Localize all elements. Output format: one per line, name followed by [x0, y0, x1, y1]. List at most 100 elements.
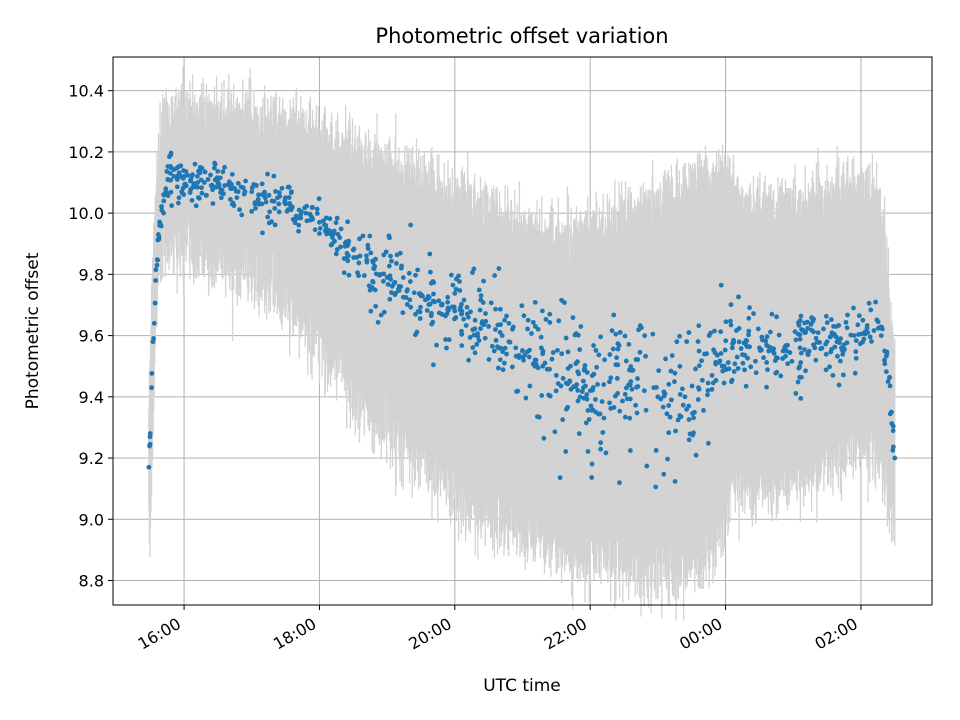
data-point: [887, 374, 893, 380]
data-point: [178, 163, 184, 169]
data-point: [767, 329, 773, 335]
data-point: [717, 358, 723, 364]
data-point: [461, 297, 467, 303]
data-point: [406, 270, 412, 276]
data-point: [785, 361, 791, 367]
data-point: [226, 179, 232, 185]
data-point: [636, 327, 641, 333]
data-point: [691, 430, 696, 436]
data-point: [838, 336, 844, 342]
data-point: [851, 333, 857, 338]
data-point: [696, 348, 702, 354]
data-point: [653, 484, 659, 490]
data-point: [557, 475, 563, 481]
data-point: [633, 357, 639, 362]
data-point: [346, 272, 352, 278]
data-point: [547, 366, 552, 372]
data-point: [793, 337, 799, 343]
data-point: [602, 357, 607, 363]
data-point: [738, 346, 744, 351]
data-point: [500, 349, 506, 355]
data-point: [811, 342, 816, 348]
data-point: [506, 339, 512, 345]
data-point: [795, 331, 801, 337]
data-point: [867, 334, 873, 340]
data-point: [276, 209, 282, 215]
data-point: [208, 172, 213, 178]
data-point: [205, 177, 211, 182]
data-point: [827, 334, 833, 340]
data-point: [364, 253, 369, 259]
data-point: [165, 177, 171, 182]
data-point: [330, 232, 336, 237]
data-point: [666, 430, 672, 436]
data-point: [231, 203, 237, 208]
data-point: [259, 201, 265, 207]
data-point: [585, 408, 591, 413]
y-tick-label: 9.0: [79, 510, 104, 529]
data-point: [532, 323, 538, 329]
data-point: [653, 448, 659, 453]
data-point: [174, 165, 180, 171]
data-point: [546, 392, 552, 398]
data-point: [357, 236, 362, 242]
data-point: [504, 313, 509, 319]
data-point: [286, 195, 292, 200]
data-point: [496, 345, 501, 351]
data-point: [672, 379, 677, 385]
data-point: [360, 233, 366, 239]
data-point: [256, 192, 261, 198]
data-point: [673, 428, 678, 434]
data-point: [628, 379, 634, 384]
data-point: [189, 197, 195, 203]
data-point: [267, 209, 273, 215]
data-point: [255, 196, 261, 202]
data-point: [641, 388, 647, 394]
data-point: [677, 363, 683, 369]
data-point: [871, 328, 877, 333]
data-point: [662, 391, 668, 397]
data-point: [577, 347, 583, 352]
data-point: [802, 347, 807, 352]
data-point: [721, 380, 727, 386]
data-point: [718, 282, 724, 288]
data-point: [593, 397, 598, 402]
data-point: [563, 335, 569, 341]
data-point: [316, 196, 322, 202]
data-point: [242, 189, 248, 195]
data-point: [620, 398, 625, 404]
data-point: [168, 189, 174, 195]
data-point: [696, 363, 702, 369]
data-point: [312, 227, 318, 233]
data-point: [385, 282, 391, 287]
data-point: [424, 308, 430, 313]
data-point: [728, 302, 734, 308]
data-point: [486, 357, 492, 362]
data-point: [613, 331, 619, 337]
data-point: [373, 303, 379, 309]
data-point: [813, 357, 819, 363]
data-point: [783, 353, 788, 359]
data-point: [317, 231, 322, 236]
data-point: [581, 385, 586, 391]
data-point: [706, 440, 711, 446]
data-point: [279, 185, 285, 191]
data-point: [878, 333, 884, 338]
data-point: [163, 186, 169, 192]
data-point: [298, 212, 304, 218]
data-point: [789, 358, 795, 364]
data-point: [579, 389, 585, 394]
data-point: [174, 184, 180, 190]
data-point: [853, 355, 859, 361]
data-point: [627, 396, 633, 402]
data-point: [622, 391, 628, 397]
data-point: [614, 355, 619, 361]
data-point: [853, 349, 859, 355]
data-point: [695, 339, 701, 344]
data-point: [798, 313, 804, 319]
data-point: [405, 287, 410, 293]
data-point: [198, 177, 204, 183]
data-point: [795, 320, 801, 326]
data-point: [723, 367, 729, 372]
data-point: [532, 299, 538, 305]
